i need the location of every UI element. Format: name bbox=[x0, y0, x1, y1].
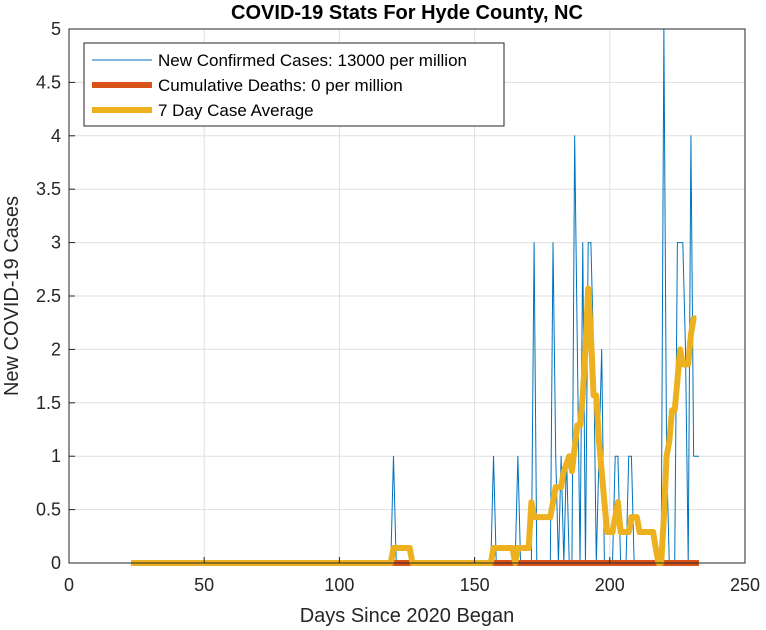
y-tick-label: 3 bbox=[51, 233, 61, 253]
y-tick-label: 2.5 bbox=[36, 286, 61, 306]
seven-day-average-line bbox=[131, 285, 697, 566]
x-tick-label: 0 bbox=[64, 575, 74, 595]
y-tick-label: 1.5 bbox=[36, 393, 61, 413]
x-tick-label: 100 bbox=[324, 575, 354, 595]
legend-label-new-cases: New Confirmed Cases: 13000 per million bbox=[158, 51, 467, 70]
x-axis-title: Days Since 2020 Began bbox=[300, 605, 515, 627]
legend: New Confirmed Cases: 13000 per million C… bbox=[83, 42, 505, 127]
y-tick-label: 2 bbox=[51, 339, 61, 359]
x-tick-label: 50 bbox=[194, 575, 214, 595]
y-tick-label: 3.5 bbox=[36, 179, 61, 199]
y-axis-ticks: 0 0.5 1 1.5 2 2.5 3 3.5 4 4.5 5 bbox=[36, 19, 75, 573]
legend-label-7-day-average: 7 Day Case Average bbox=[158, 101, 314, 120]
x-tick-label: 150 bbox=[460, 575, 490, 595]
chart-title: COVID-19 Stats For Hyde County, NC bbox=[231, 2, 583, 24]
y-tick-label: 0.5 bbox=[36, 500, 61, 520]
legend-box bbox=[83, 42, 505, 127]
y-tick-label: 4.5 bbox=[36, 72, 61, 92]
y-tick-label: 5 bbox=[51, 19, 61, 39]
y-tick-label: 4 bbox=[51, 126, 61, 146]
y-tick-label: 1 bbox=[51, 446, 61, 466]
y-tick-label: 0 bbox=[51, 553, 61, 573]
y-axis-title: New COVID-19 Cases bbox=[1, 196, 23, 396]
legend-label-cumulative-deaths: Cumulative Deaths: 0 per million bbox=[158, 76, 403, 95]
x-tick-label: 250 bbox=[730, 575, 760, 595]
x-tick-label: 200 bbox=[595, 575, 625, 595]
x-axis-ticks: 0 50 100 150 200 250 bbox=[64, 557, 760, 595]
